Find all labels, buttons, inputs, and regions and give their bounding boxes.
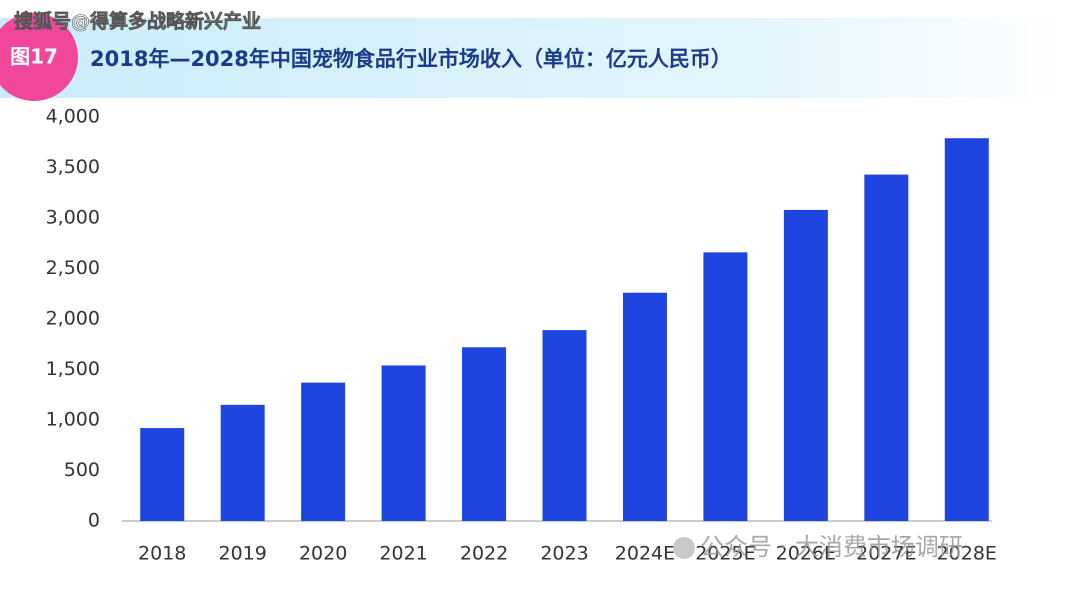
x-tick-label: 2020 xyxy=(299,543,347,565)
badge: 图17 xyxy=(10,45,58,69)
bar xyxy=(301,382,346,521)
wechat-icon xyxy=(673,537,695,559)
bar xyxy=(140,428,185,521)
x-tick-label: 2019 xyxy=(219,543,267,565)
y-tick-label: 1,500 xyxy=(46,358,100,380)
y-tick-label: 3,500 xyxy=(46,156,100,178)
y-tick-label: 2,000 xyxy=(46,308,100,330)
x-tick-label: 2021 xyxy=(379,543,427,565)
x-tick-label: 2023 xyxy=(540,543,588,565)
bar xyxy=(462,347,507,521)
x-tick-label: 2026E xyxy=(776,543,836,565)
y-tick-label: 2,500 xyxy=(46,257,100,279)
title-band xyxy=(0,18,1071,98)
source-watermark: 公众号 · 大消费市场调研 xyxy=(700,533,963,561)
bar xyxy=(220,404,265,521)
chart-title: 2018年—2028年中国宠物食品行业市场收入（单位：亿元人民币） xyxy=(90,47,732,71)
y-tick-label: 0 xyxy=(88,510,100,532)
y-tick-label: 4,000 xyxy=(46,106,100,128)
bar xyxy=(381,365,426,521)
x-tick-label: 2027E xyxy=(856,543,916,565)
bar xyxy=(542,330,587,521)
y-tick-label: 1,000 xyxy=(46,409,100,431)
bar xyxy=(864,174,909,521)
y-tick-label: 3,000 xyxy=(46,207,100,229)
x-tick-label: 2022 xyxy=(460,543,508,565)
x-tick-label: 2024E xyxy=(615,543,675,565)
bar xyxy=(703,252,748,521)
bar xyxy=(783,209,828,522)
bar xyxy=(944,138,989,521)
watermark: 搜狐号@得算多战略新兴产业 xyxy=(14,10,261,33)
x-tick-label: 2025E xyxy=(695,543,755,565)
y-tick-label: 500 xyxy=(64,459,100,481)
bar xyxy=(622,292,667,521)
x-tick-label: 2028E xyxy=(937,543,997,565)
x-tick-label: 2018 xyxy=(138,543,186,565)
badge-circle xyxy=(0,13,78,101)
